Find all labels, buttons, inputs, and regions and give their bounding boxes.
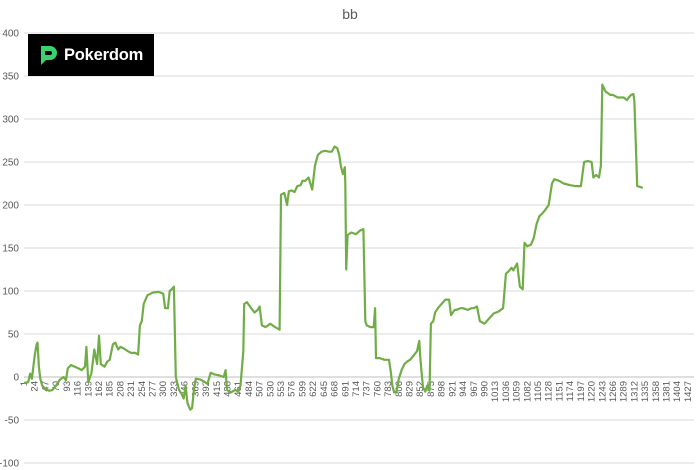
x-tick-label: 622 bbox=[308, 381, 319, 397]
x-tick-label: 231 bbox=[126, 381, 137, 397]
x-tick-label: 369 bbox=[190, 381, 201, 397]
y-axis-labels: -100 -50 0 50 100 150 200 250 300 350 400 bbox=[0, 29, 19, 470]
x-tick-label: 875 bbox=[426, 381, 437, 397]
x-tick-label: 47 bbox=[40, 381, 51, 392]
x-tick-label: 208 bbox=[115, 381, 126, 397]
y-tick-label: 400 bbox=[2, 29, 19, 40]
x-tick-label: 806 bbox=[394, 381, 405, 397]
x-tick-label: 737 bbox=[362, 381, 373, 397]
x-tick-label: 1381 bbox=[662, 381, 673, 402]
x-tick-label: 1174 bbox=[565, 381, 576, 401]
x-tick-label: 921 bbox=[447, 381, 458, 397]
x-tick-label: 507 bbox=[255, 381, 266, 397]
x-tick-label: 484 bbox=[244, 381, 255, 397]
x-tick-label: 1105 bbox=[533, 381, 544, 401]
x-tick-label: 1128 bbox=[544, 381, 555, 401]
x-tick-label: 1243 bbox=[597, 381, 608, 402]
x-tick-label: 323 bbox=[169, 381, 180, 397]
y-tick-label: 300 bbox=[2, 115, 19, 126]
y-tick-label: -100 bbox=[0, 459, 19, 470]
series-layer bbox=[23, 83, 644, 411]
x-tick-label: 576 bbox=[287, 381, 298, 397]
y-tick-label: 50 bbox=[8, 330, 20, 341]
x-tick-label: 852 bbox=[415, 381, 426, 397]
x-tick-label: 24 bbox=[30, 381, 41, 392]
x-tick-label: 553 bbox=[276, 381, 287, 397]
x-tick-label: 93 bbox=[62, 381, 73, 392]
x-axis-labels: 1 24 47 70 93 116 139 162 185 208 231 254 277 300 323 3… bbox=[19, 381, 694, 402]
x-tick-label: 944 bbox=[458, 381, 469, 397]
x-tick-label: 1358 bbox=[651, 381, 662, 402]
x-tick-label: 967 bbox=[469, 381, 480, 397]
y-tick-label: 150 bbox=[2, 244, 19, 255]
x-tick-label: 139 bbox=[83, 381, 94, 397]
x-tick-label: 1059 bbox=[512, 381, 523, 402]
x-tick-label: 1335 bbox=[640, 381, 651, 402]
x-tick-label: 392 bbox=[201, 381, 212, 397]
x-tick-label: 1013 bbox=[490, 381, 501, 402]
pokerdom-mark-icon bbox=[40, 46, 57, 65]
x-tick-label: 691 bbox=[340, 381, 351, 397]
x-tick-label: 1427 bbox=[683, 381, 694, 402]
x-tick-label: 300 bbox=[158, 381, 169, 397]
x-tick-label: 760 bbox=[372, 381, 383, 397]
x-tick-label: 415 bbox=[212, 381, 223, 397]
y-tick-label: 100 bbox=[2, 287, 19, 298]
x-tick-label: 668 bbox=[330, 381, 341, 397]
x-tick-label: 1312 bbox=[629, 381, 640, 402]
x-tick-label: 714 bbox=[351, 381, 362, 397]
x-tick-label: 829 bbox=[405, 381, 416, 397]
x-tick-label: 162 bbox=[94, 381, 105, 397]
y-tick-label: 0 bbox=[13, 373, 19, 384]
pokerdom-logo: Pokerdom bbox=[28, 34, 154, 76]
x-tick-label: 1266 bbox=[608, 381, 619, 402]
brand-name: Pokerdom bbox=[64, 45, 144, 64]
x-tick-label: 1220 bbox=[587, 381, 598, 402]
x-tick-label: 1404 bbox=[672, 381, 683, 402]
x-tick-label: 599 bbox=[297, 381, 308, 397]
series-line-0 bbox=[23, 83, 644, 411]
chart-title: bb bbox=[342, 6, 358, 22]
x-tick-label: 277 bbox=[148, 381, 159, 397]
x-tick-label: 645 bbox=[319, 381, 330, 397]
x-tick-label: 783 bbox=[383, 381, 394, 397]
x-tick-label: 1036 bbox=[501, 381, 512, 402]
y-tick-label: 350 bbox=[2, 72, 19, 83]
x-tick-label: 1197 bbox=[576, 381, 587, 401]
x-tick-label: 116 bbox=[73, 381, 84, 396]
y-tick-label: 200 bbox=[2, 201, 19, 212]
x-tick-label: 1151 bbox=[554, 381, 565, 401]
x-tick-label: 530 bbox=[265, 381, 276, 397]
x-tick-label: 1082 bbox=[522, 381, 533, 402]
x-tick-label: 898 bbox=[437, 381, 448, 397]
x-tick-label: 185 bbox=[105, 381, 116, 397]
x-tick-label: 254 bbox=[137, 381, 148, 397]
y-tick-label: -50 bbox=[5, 416, 20, 427]
y-tick-label: 250 bbox=[2, 158, 19, 169]
x-tick-label: 1289 bbox=[619, 381, 630, 402]
gridlines bbox=[24, 32, 694, 464]
x-tick-label: 990 bbox=[479, 381, 490, 397]
